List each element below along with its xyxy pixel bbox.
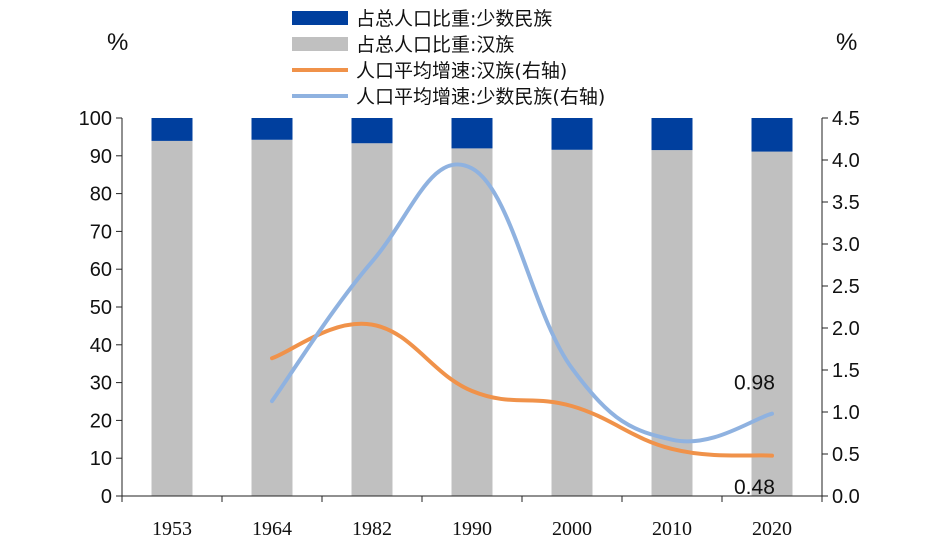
legend-label-minority-share: 占总人口比重:少数民族 xyxy=(356,8,552,30)
legend-label-han-share: 占总人口比重:汉族 xyxy=(356,34,514,56)
left-tick-label: 60 xyxy=(90,259,112,281)
bar-minority-1990 xyxy=(451,118,493,149)
bar-minority-1964 xyxy=(251,118,293,140)
bar-han-1982 xyxy=(351,143,393,496)
left-tick-label: 10 xyxy=(90,448,112,470)
right-axis-unit: % xyxy=(836,29,857,56)
line-minority-growth xyxy=(270,162,774,444)
left-axis-unit: % xyxy=(107,29,128,56)
left-tick-label: 80 xyxy=(90,184,112,206)
right-tick-label: 2.0 xyxy=(832,318,860,340)
x-tick-label: 2020 xyxy=(752,518,792,540)
bar-minority-2020 xyxy=(751,118,793,152)
x-tick-label: 2000 xyxy=(552,518,592,540)
bar-han-2000 xyxy=(551,149,593,496)
bar-han-1964 xyxy=(251,139,293,496)
bar-han-2020 xyxy=(751,151,793,497)
right-tick-label: 1.5 xyxy=(832,360,860,382)
right-tick-label: 3.5 xyxy=(832,192,860,214)
annotation-han-2020: 0.48 xyxy=(734,476,775,499)
line-han-growth xyxy=(270,321,774,458)
tick-labels: 0 10 20 30 40 50 60 70 80 90 100 0.0 0.5 1.0 1.5 2.0 2.5… xyxy=(79,108,860,540)
x-tick-label: 2010 xyxy=(652,518,692,540)
bar-han-1990 xyxy=(451,148,493,496)
legend-swatch-minority-share xyxy=(292,11,348,25)
right-tick-label: 1.0 xyxy=(832,402,860,424)
legend-label-minority-growth: 人口平均增速:少数民族(右轴) xyxy=(356,86,605,108)
right-tick-label: 2.5 xyxy=(832,276,860,298)
left-tick-label: 40 xyxy=(90,335,112,357)
right-tick-label: 0.0 xyxy=(832,486,860,508)
left-tick-label: 20 xyxy=(90,410,112,432)
left-tick-label: 70 xyxy=(90,221,112,243)
right-tick-label: 0.5 xyxy=(832,444,860,466)
right-tick-label: 3.0 xyxy=(832,234,860,256)
left-tick-label: 0 xyxy=(101,486,112,508)
lines xyxy=(270,162,774,458)
bar-minority-1982 xyxy=(351,118,393,144)
bar-han-1953 xyxy=(151,140,193,496)
axes xyxy=(116,117,828,502)
right-tick-label: 4.5 xyxy=(832,108,860,130)
left-tick-label: 90 xyxy=(90,146,112,168)
left-tick-label: 50 xyxy=(90,297,112,319)
annotation-minority-2020: 0.98 xyxy=(734,372,775,395)
legend-label-han-growth: 人口平均增速:汉族(右轴) xyxy=(356,60,567,82)
bar-minority-1953 xyxy=(151,118,193,141)
left-tick-label: 100 xyxy=(79,108,112,130)
x-tick-label: 1964 xyxy=(252,518,292,540)
left-tick-label: 30 xyxy=(90,373,112,395)
bar-minority-2010 xyxy=(651,118,693,151)
legend: 占总人口比重:少数民族 占总人口比重:汉族 人口平均增速:汉族(右轴) 人口平均… xyxy=(292,8,605,108)
x-tick-label: 1990 xyxy=(452,518,492,540)
right-tick-label: 4.0 xyxy=(832,150,860,172)
x-tick-label: 1982 xyxy=(352,518,392,540)
x-tick-label: 1953 xyxy=(152,518,192,540)
bar-minority-2000 xyxy=(551,118,593,150)
legend-swatch-han-share xyxy=(292,37,348,51)
